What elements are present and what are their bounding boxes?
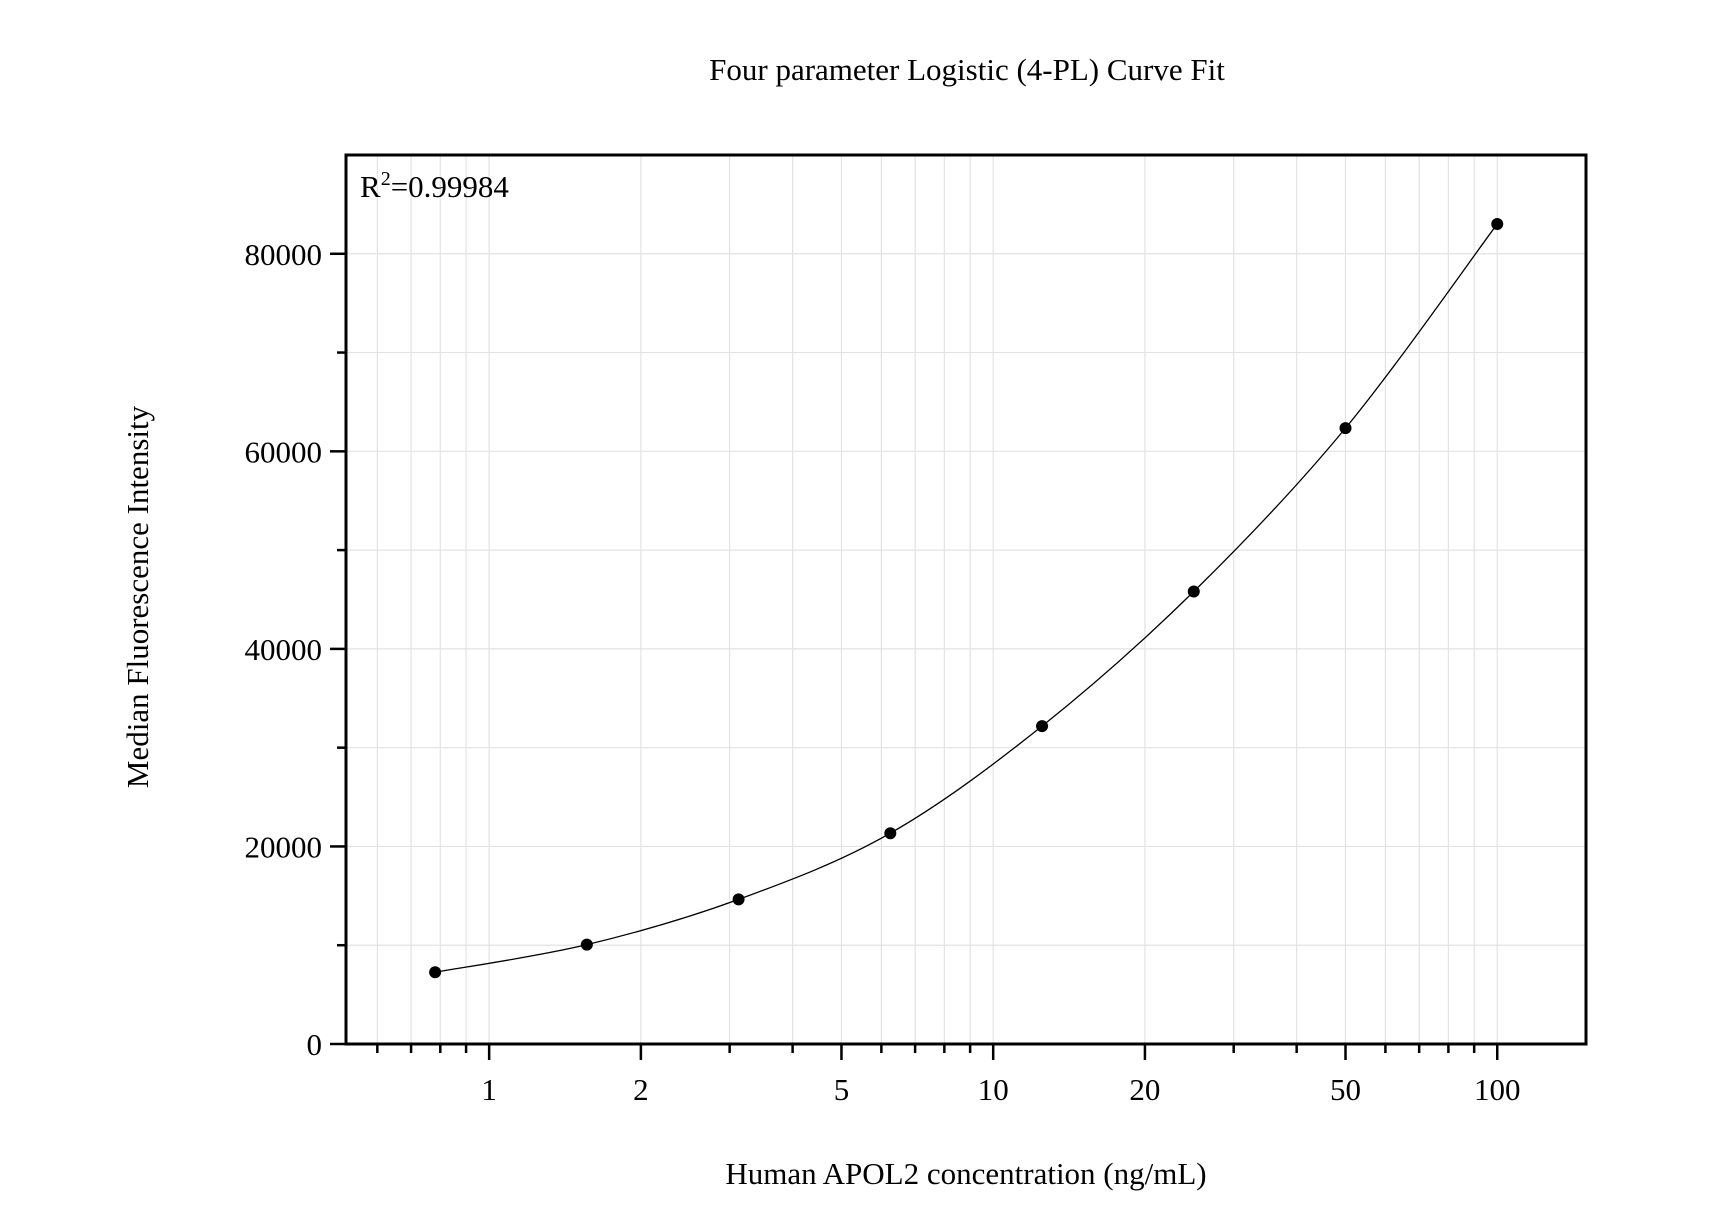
data-points bbox=[429, 217, 1504, 979]
data-point bbox=[1339, 422, 1352, 435]
x-tick-label: 5 bbox=[834, 1072, 850, 1107]
gridlines bbox=[346, 155, 1586, 1044]
data-point bbox=[884, 827, 897, 840]
chart-title: Four parameter Logistic (4-PL) Curve Fit bbox=[709, 52, 1225, 87]
x-tick-label: 100 bbox=[1474, 1072, 1521, 1107]
data-point bbox=[429, 966, 442, 979]
fit-curve bbox=[434, 223, 1498, 973]
data-point bbox=[580, 938, 593, 951]
r-squared-annotation: R2=0.99984 bbox=[360, 168, 509, 204]
y-tick-label: 80000 bbox=[245, 237, 323, 272]
fit-line bbox=[434, 223, 1498, 973]
data-point bbox=[1187, 585, 1200, 598]
data-point bbox=[1491, 217, 1504, 230]
y-axis-label: Median Fluorescence Intensity bbox=[120, 405, 155, 788]
x-tick-label: 2 bbox=[633, 1072, 649, 1107]
r-squared-sup: 2 bbox=[381, 168, 391, 190]
plot-frame bbox=[344, 153, 1588, 1046]
axis-ticks: 1 2 5 10 20 50 100 0 20000 40000 60000 80000 bbox=[245, 237, 1521, 1107]
x-axis-label: Human APOL2 concentration (ng/mL) bbox=[725, 1156, 1206, 1191]
data-point bbox=[732, 893, 745, 906]
y-tick-label: 0 bbox=[307, 1027, 323, 1062]
x-tick-label: 1 bbox=[481, 1072, 497, 1107]
data-point bbox=[1036, 720, 1049, 733]
x-tick-label: 50 bbox=[1330, 1072, 1361, 1107]
x-tick-label: 10 bbox=[978, 1072, 1009, 1107]
y-tick-label: 20000 bbox=[245, 829, 323, 864]
r-squared-prefix: R bbox=[360, 169, 381, 204]
y-tick-label: 60000 bbox=[245, 434, 323, 469]
r-squared-value: =0.99984 bbox=[391, 169, 510, 204]
x-tick-label: 20 bbox=[1129, 1072, 1160, 1107]
y-tick-label: 40000 bbox=[245, 632, 323, 667]
